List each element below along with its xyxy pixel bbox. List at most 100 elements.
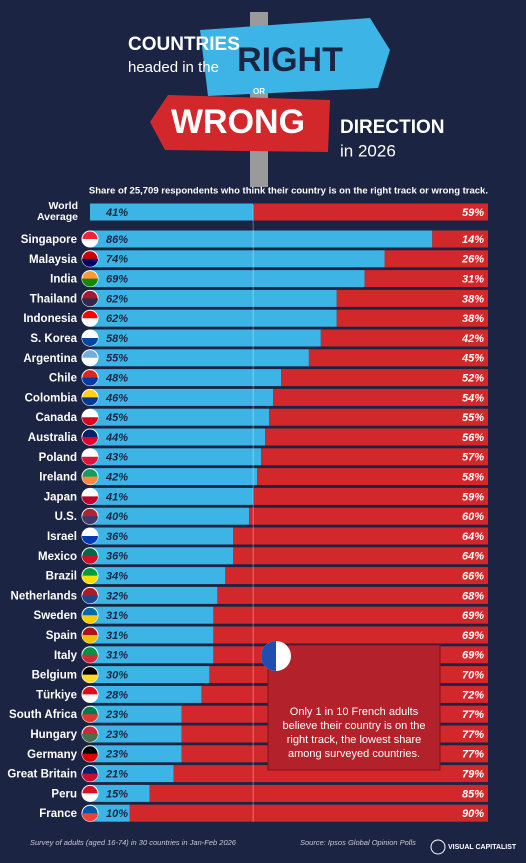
flag-part	[82, 258, 98, 267]
value-label: 15%	[106, 788, 128, 800]
flag-part	[82, 476, 98, 485]
value-label: 66%	[462, 571, 484, 583]
value-label: 43%	[105, 452, 128, 464]
category-label: South Africa	[9, 709, 78, 721]
bar-segment	[281, 369, 488, 387]
value-label: 70%	[462, 670, 484, 682]
value-label: 42%	[105, 472, 128, 484]
flag-part	[82, 595, 98, 604]
bar-segment	[308, 349, 488, 367]
flag-part	[82, 338, 98, 346]
flag-part	[82, 793, 98, 802]
value-label: 31%	[462, 274, 484, 286]
bar-segment	[90, 289, 337, 307]
category-label: Mexico	[38, 551, 77, 563]
value-label: 46%	[105, 392, 128, 404]
value-label: 23%	[105, 749, 128, 761]
value-label: 72%	[462, 689, 484, 701]
flag-part	[82, 694, 98, 703]
value-label: 86%	[106, 234, 128, 246]
category-label: Sweden	[34, 610, 77, 622]
category-label: France	[39, 808, 77, 820]
value-label: 90%	[462, 808, 484, 820]
flag-part	[82, 496, 98, 505]
flag-part	[82, 773, 98, 782]
bar-segment	[90, 804, 130, 822]
wrong-sign	[150, 95, 330, 152]
category-label: Argentina	[23, 353, 77, 365]
flag-part	[82, 734, 98, 742]
bar-segment	[269, 408, 488, 426]
category-label: Italy	[54, 650, 78, 662]
bar-segment	[149, 784, 488, 802]
footnote: Survey of adults (aged 16-74) in 30 coun…	[30, 838, 237, 847]
flag-part	[82, 239, 98, 247]
category-label: Japan	[44, 491, 77, 503]
value-label: 31%	[106, 650, 128, 662]
annotation-text: Only 1 in 10 French adults believe their…	[282, 706, 426, 760]
flag-part	[82, 536, 98, 544]
bar-segment	[253, 203, 488, 221]
bar-segment	[90, 388, 274, 406]
value-label: 45%	[461, 353, 484, 365]
bar-segment	[213, 606, 488, 624]
flag-part	[82, 437, 98, 445]
value-label: 58%	[462, 472, 484, 484]
flag-part	[82, 753, 98, 762]
bar-segment	[90, 685, 202, 703]
value-label: 54%	[462, 392, 484, 404]
bar-segment	[364, 270, 488, 288]
bar-segment	[265, 428, 488, 446]
value-label: 23%	[105, 729, 128, 741]
bar-segment	[90, 725, 182, 743]
bar-segment	[90, 666, 210, 684]
bar-segment	[90, 705, 182, 723]
value-label: 41%	[105, 207, 128, 219]
bar-segment	[90, 369, 282, 387]
bar-segment	[90, 408, 270, 426]
bar-segment	[90, 765, 174, 783]
flag-part	[82, 377, 98, 386]
value-label: 56%	[462, 432, 484, 444]
value-label: 36%	[106, 551, 128, 563]
bar-segment	[90, 270, 365, 288]
flag-part	[82, 298, 98, 307]
value-label: 74%	[106, 254, 128, 266]
bar-segment	[90, 448, 262, 466]
category-label: Thailand	[30, 293, 77, 305]
category-label: Brazil	[46, 571, 77, 583]
bar-segment	[90, 349, 309, 367]
value-label: 64%	[462, 551, 484, 563]
value-label: 69%	[462, 610, 484, 622]
bar-segment	[225, 567, 488, 585]
bar-segment	[336, 309, 488, 327]
flag-part	[82, 456, 98, 465]
category-label: Hungary	[30, 729, 77, 741]
bar-segment	[253, 487, 488, 505]
value-label: 77%	[462, 729, 484, 741]
bar-segment	[336, 289, 488, 307]
bar-segment	[90, 586, 218, 604]
value-label: 62%	[106, 313, 128, 325]
value-label: 85%	[462, 788, 484, 800]
value-label: 26%	[461, 254, 484, 266]
value-label: 58%	[106, 333, 128, 345]
source: Source: Ipsos Global Opinion Polls	[300, 838, 416, 847]
category-label: Malaysia	[29, 254, 78, 266]
flag-part	[82, 654, 98, 663]
category-label: Canada	[35, 412, 77, 424]
bar-segment	[90, 230, 433, 248]
value-label: 10%	[106, 808, 128, 820]
flag-part	[82, 714, 98, 723]
value-label: 28%	[105, 689, 128, 701]
flag-part	[82, 397, 98, 406]
category-label: U.S.	[55, 511, 77, 523]
value-label: 34%	[106, 571, 128, 583]
bar-segment	[90, 203, 254, 221]
value-label: 52%	[462, 373, 484, 385]
category-label: Ireland	[39, 472, 77, 484]
bar-segment	[90, 646, 214, 664]
value-label: 14%	[462, 234, 484, 246]
title-line: COUNTRIES	[128, 34, 240, 55]
right-sign	[200, 18, 390, 96]
